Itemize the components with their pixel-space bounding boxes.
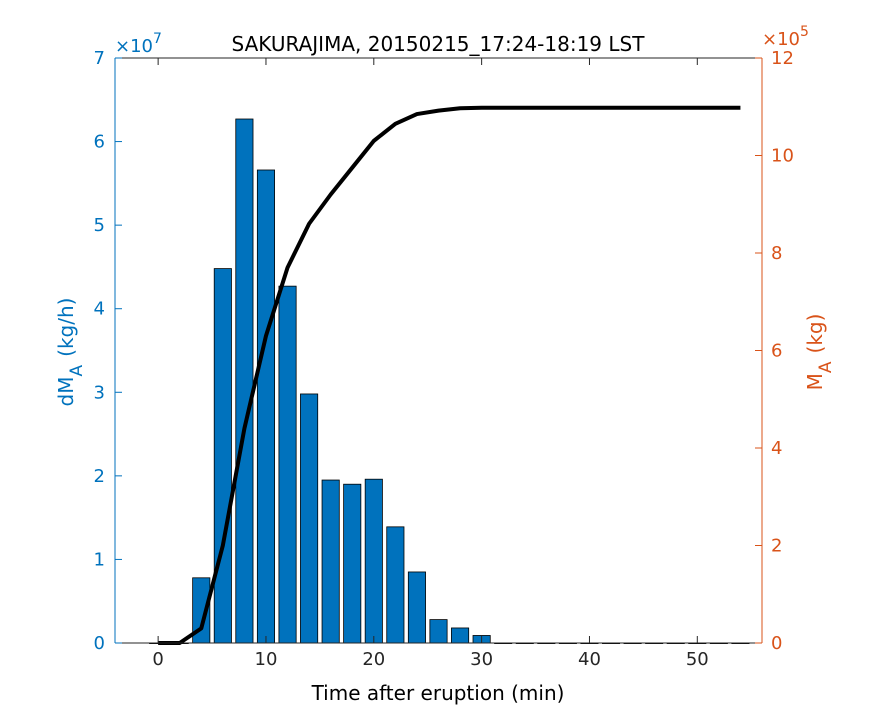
cumulative-line-series (158, 105, 741, 645)
left-axis-label-sub: A (67, 364, 87, 376)
x-tick-label: 30 (470, 649, 493, 670)
cumulative-line (158, 105, 741, 645)
left-axis-label-units: (kg/h) (54, 298, 78, 357)
bar (300, 393, 319, 644)
left-tick-label: 4 (94, 299, 105, 320)
bar (321, 479, 340, 644)
left-axis-exponent: ×107 (115, 31, 162, 57)
left-axis-exponent-base: ×10 (115, 36, 153, 57)
right-tick-label: 6 (771, 341, 782, 362)
left-tick-label: 7 (94, 48, 105, 69)
plot-background (115, 58, 762, 643)
right-axis-label: MA (kg) (803, 314, 836, 391)
left-tick-label: 3 (94, 382, 105, 403)
left-axis-label: dMA (kg/h) (54, 298, 87, 407)
right-axis-exponent-power: 5 (800, 24, 809, 40)
right-tick-label: 10 (771, 146, 794, 167)
right-tick-label: 0 (771, 633, 782, 654)
bar (429, 619, 448, 644)
right-axis-label-units: (kg) (803, 314, 827, 354)
chart-title: SAKURAJIMA, 20150215_17:24-18:19 LST (232, 32, 646, 56)
right-axis-label-sub: A (816, 361, 836, 373)
left-tick-label: 0 (94, 633, 105, 654)
x-tick-label: 40 (578, 649, 601, 670)
plot-area (115, 58, 762, 643)
bar (235, 118, 254, 644)
left-axis-exponent-power: 7 (153, 31, 162, 47)
left-tick-label: 5 (94, 215, 105, 236)
left-tick-label: 1 (94, 549, 105, 570)
bar (364, 478, 383, 644)
right-axis-exponent-base: ×10 (762, 29, 800, 50)
x-axis-label: Time after eruption (min) (311, 681, 565, 705)
right-tick-label: 2 (771, 536, 782, 557)
x-tick-label: 10 (255, 649, 278, 670)
right-tick-label: 4 (771, 438, 782, 459)
bar (278, 285, 297, 644)
right-tick-label: 8 (771, 243, 782, 264)
bar (407, 571, 426, 644)
right-tick-label: 12 (771, 48, 794, 69)
bar (386, 526, 405, 644)
left-tick-label: 6 (94, 132, 105, 153)
bar (343, 483, 362, 644)
right-axis-exponent: ×105 (762, 24, 809, 50)
bar (213, 268, 232, 644)
x-tick-label: 0 (152, 649, 163, 670)
left-tick-label: 2 (94, 466, 105, 487)
x-tick-label: 20 (362, 649, 385, 670)
left-axis-label-main: dM (54, 376, 78, 406)
bar (451, 627, 470, 644)
right-axis-label-main: M (803, 373, 827, 390)
x-tick-label: 50 (686, 649, 709, 670)
bar-series (149, 118, 750, 645)
bar (256, 169, 275, 644)
